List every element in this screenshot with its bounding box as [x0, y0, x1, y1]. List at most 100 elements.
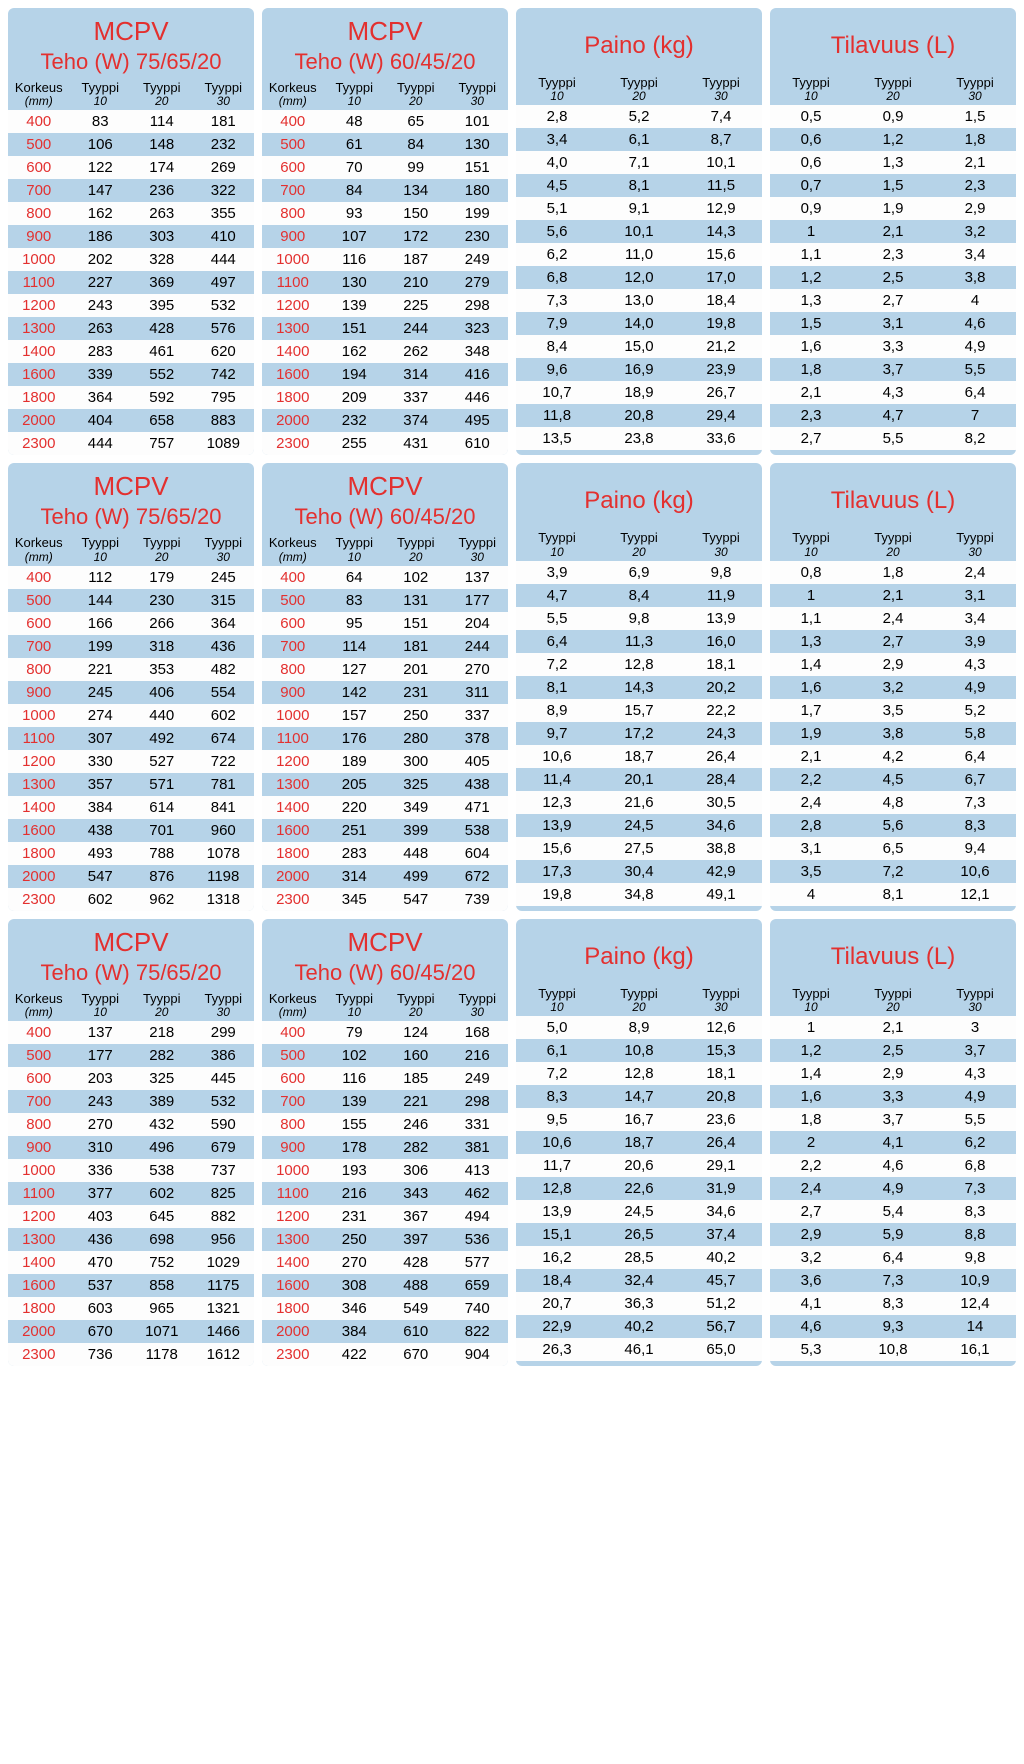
cell-value: 16,7: [598, 1108, 680, 1131]
cell-value: 659: [447, 1274, 509, 1297]
cell-value: 299: [193, 1021, 255, 1044]
cell-value: 26,4: [680, 745, 762, 768]
cell-value: 308: [324, 1274, 386, 1297]
cell-value: 1,1: [770, 243, 852, 266]
cell-height: 1000: [262, 1159, 324, 1182]
table-row: 8,415,021,2: [516, 335, 762, 358]
cell-value: 0,5: [770, 105, 852, 128]
cell-value: 9,7: [516, 722, 598, 745]
table-row: 22,940,256,7: [516, 1315, 762, 1338]
table-row: 1,83,75,5: [770, 358, 1016, 381]
cell-value: 2,9: [852, 653, 934, 676]
cell-value: 166: [70, 612, 132, 635]
cell-height: 1200: [262, 294, 324, 317]
cell-value: 32,4: [598, 1269, 680, 1292]
cell-value: 11,3: [598, 630, 680, 653]
cell-value: 577: [447, 1251, 509, 1274]
cell-height: 1100: [262, 727, 324, 750]
cell-value: 26,4: [680, 1131, 762, 1154]
table-row: 0,61,32,1: [770, 151, 1016, 174]
col-header-type: Tyyppi10: [770, 529, 852, 560]
cell-height: 1300: [8, 1228, 70, 1251]
cell-height: 1200: [8, 294, 70, 317]
cell-value: 841: [193, 796, 255, 819]
cell-value: 42,9: [680, 860, 762, 883]
cell-value: 11,5: [680, 174, 762, 197]
cell-value: 4,6: [770, 1315, 852, 1338]
cell-value: 56,7: [680, 1315, 762, 1338]
table-row: 5,59,813,9: [516, 607, 762, 630]
cell-value: 788: [131, 842, 193, 865]
cell-value: 494: [447, 1205, 509, 1228]
cell-value: 2,7: [770, 1200, 852, 1223]
cell-value: 461: [131, 340, 193, 363]
table-row: 24,16,2: [770, 1131, 1016, 1154]
cell-value: 282: [385, 1136, 447, 1159]
table-row: 1000336538737: [8, 1159, 254, 1182]
cell-value: 17,3: [516, 860, 598, 883]
cell-value: 378: [447, 727, 509, 750]
table-row: 1000116187249: [262, 248, 508, 271]
cell-value: 311: [447, 681, 509, 704]
table-row: 12,822,631,9: [516, 1177, 762, 1200]
cell-value: 10,6: [516, 1131, 598, 1154]
cell-value: 26,7: [680, 381, 762, 404]
table-row: 10,718,926,7: [516, 381, 762, 404]
table-row: 1100377602825: [8, 1182, 254, 1205]
table-row: 1300250397536: [262, 1228, 508, 1251]
cell-value: 658: [131, 409, 193, 432]
cell-value: 5,0: [516, 1016, 598, 1039]
cell-value: 28,4: [680, 768, 762, 791]
cell-value: 3,5: [770, 860, 852, 883]
table-row: 800127201270: [262, 658, 508, 681]
cell-value: 965: [131, 1297, 193, 1320]
table-row: 200067010711466: [8, 1320, 254, 1343]
cell-value: 310: [70, 1136, 132, 1159]
cell-value: 369: [131, 271, 193, 294]
data-table: Korkeus(mm)Tyyppi10Tyyppi20Tyyppi3040011…: [8, 534, 254, 910]
col-header-type: Tyyppi20: [385, 990, 447, 1021]
cell-value: 30,5: [680, 791, 762, 814]
cell-value: 6,7: [934, 768, 1016, 791]
cell-value: 3,1: [770, 837, 852, 860]
cell-value: 1612: [193, 1343, 255, 1366]
cell-value: 4,1: [852, 1131, 934, 1154]
cell-value: 554: [193, 681, 255, 704]
cell-value: 61: [324, 133, 386, 156]
cell-value: 2,1: [852, 220, 934, 243]
cell-value: 40,2: [598, 1315, 680, 1338]
col-header-type: Tyyppi20: [598, 74, 680, 105]
cell-value: 445: [193, 1067, 255, 1090]
cell-value: 7,2: [852, 860, 934, 883]
cell-value: 262: [385, 340, 447, 363]
cell-value: 882: [193, 1205, 255, 1228]
cell-height: 1200: [262, 750, 324, 773]
cell-value: 858: [131, 1274, 193, 1297]
cell-value: 199: [447, 202, 509, 225]
cell-height: 1200: [262, 1205, 324, 1228]
cell-value: 298: [447, 294, 509, 317]
cell-height: 2300: [262, 1343, 324, 1366]
cell-value: 364: [193, 612, 255, 635]
cell-value: 51,2: [680, 1292, 762, 1315]
cell-value: 10,6: [516, 745, 598, 768]
cell-value: 1,4: [770, 653, 852, 676]
cell-value: 739: [447, 888, 509, 911]
cell-value: 245: [193, 566, 255, 589]
data-panel: Paino (kg)Tyyppi10Tyyppi20Tyyppi302,85,2…: [516, 8, 762, 455]
cell-value: 645: [131, 1205, 193, 1228]
cell-value: 40,2: [680, 1246, 762, 1269]
table-row: 3,57,210,6: [770, 860, 1016, 883]
cell-value: 270: [447, 658, 509, 681]
cell-height: 700: [262, 1090, 324, 1113]
cell-value: 336: [70, 1159, 132, 1182]
cell-value: 2,7: [852, 630, 934, 653]
cell-value: 3,8: [934, 266, 1016, 289]
cell-value: 177: [70, 1044, 132, 1067]
table-row: 5,08,912,6: [516, 1016, 762, 1039]
cell-value: 1,8: [852, 561, 934, 584]
cell-height: 600: [262, 612, 324, 635]
cell-value: 15,6: [680, 243, 762, 266]
cell-value: 825: [193, 1182, 255, 1205]
cell-value: 172: [385, 225, 447, 248]
